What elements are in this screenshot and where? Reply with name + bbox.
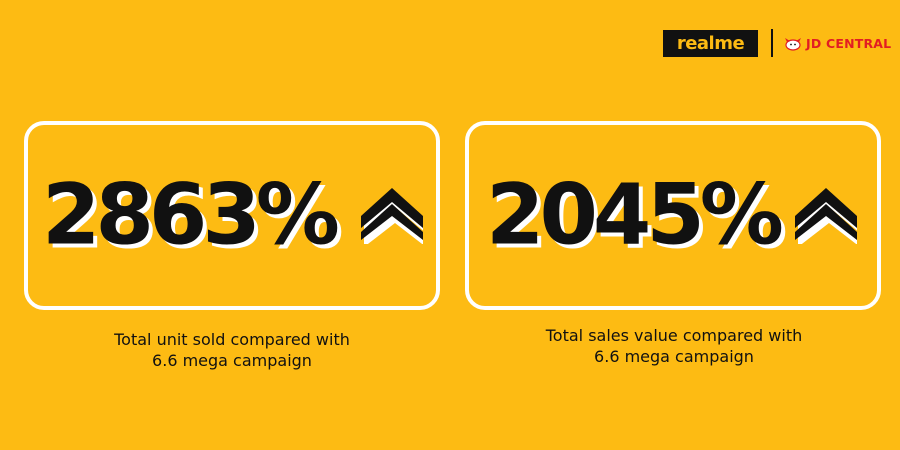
stat-card-sales: 2045%	[465, 121, 881, 310]
stat-caption-units: Total unit sold compared with 6.6 mega c…	[82, 329, 382, 371]
double-chevron-up-icon	[795, 187, 857, 244]
logo-divider	[771, 29, 773, 57]
stat-value-units: 2863%	[42, 164, 340, 263]
stat-caption-units-line1: Total unit sold compared with	[114, 330, 350, 349]
stat-caption-sales: Total sales value compared with 6.6 mega…	[524, 325, 824, 367]
stat-caption-sales-line1: Total sales value compared with	[545, 326, 803, 345]
jd-central-logo-text: JD CENTRAL	[806, 35, 892, 51]
jd-central-logo: JD CENTRAL	[783, 34, 891, 54]
realme-logo-text: realme	[676, 32, 745, 54]
jd-dog-icon	[785, 38, 801, 51]
realme-logo: realme	[663, 30, 758, 57]
double-chevron-up-icon	[361, 187, 423, 244]
stat-value-sales: 2045%	[486, 164, 784, 263]
stat-caption-sales-line2: 6.6 mega campaign	[594, 347, 754, 366]
stat-caption-units-line2: 6.6 mega campaign	[152, 351, 312, 370]
stat-card-units: 2863%	[24, 121, 440, 310]
